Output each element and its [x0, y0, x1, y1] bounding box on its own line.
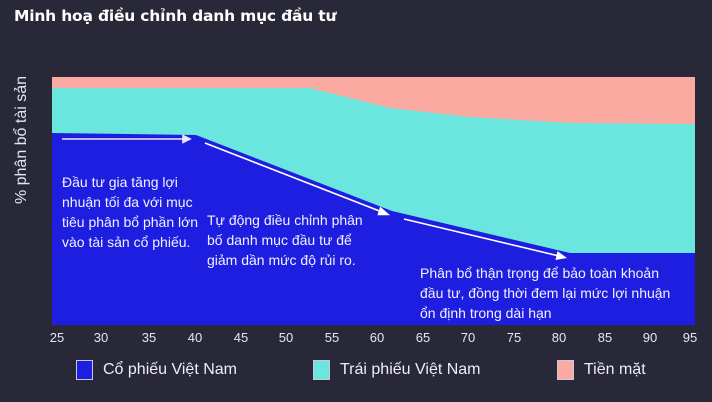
- x-tick: 65: [415, 330, 431, 345]
- arrow-phase2: [204, 142, 391, 216]
- legend: Cổ phiếu Việt Nam Trái phiếu Việt Nam Ti…: [0, 360, 712, 390]
- x-tick: 35: [141, 330, 157, 345]
- x-tick: 60: [369, 330, 385, 345]
- x-tick: 90: [642, 330, 658, 345]
- x-tick: 25: [49, 330, 65, 345]
- arrow-phase3: [403, 218, 568, 260]
- x-tick: 55: [324, 330, 340, 345]
- x-tick: 95: [682, 330, 698, 345]
- x-tick: 45: [233, 330, 249, 345]
- annotation-phase3: Phân bổ thận trọng để bảo toàn khoản đầu…: [420, 265, 671, 321]
- x-tick: 40: [187, 330, 203, 345]
- chart-title: Minh hoạ điều chỉnh danh mục đầu tư: [14, 7, 337, 25]
- legend-swatch-bonds: [313, 360, 330, 380]
- legend-item-bonds: Trái phiếu Việt Nam: [313, 360, 481, 380]
- x-tick: 75: [506, 330, 522, 345]
- annotation-phase2: Tự động điều chỉnh phân bố danh mục đầu …: [207, 212, 363, 268]
- legend-swatch-cash: [557, 360, 574, 380]
- x-tick: 70: [460, 330, 476, 345]
- arrow-phase1: [62, 134, 192, 144]
- x-tick: 85: [597, 330, 613, 345]
- legend-item-stocks: Cổ phiếu Việt Nam: [76, 360, 237, 380]
- legend-item-cash: Tiền mặt: [557, 360, 646, 380]
- x-tick: 30: [93, 330, 109, 345]
- legend-swatch-stocks: [76, 360, 93, 380]
- annotation-phase1: Đầu tư gia tăng lợi nhuận tối đa với mục…: [62, 174, 199, 250]
- area-stocks: [52, 133, 695, 325]
- x-tick: 80: [551, 330, 567, 345]
- x-tick: 50: [278, 330, 294, 345]
